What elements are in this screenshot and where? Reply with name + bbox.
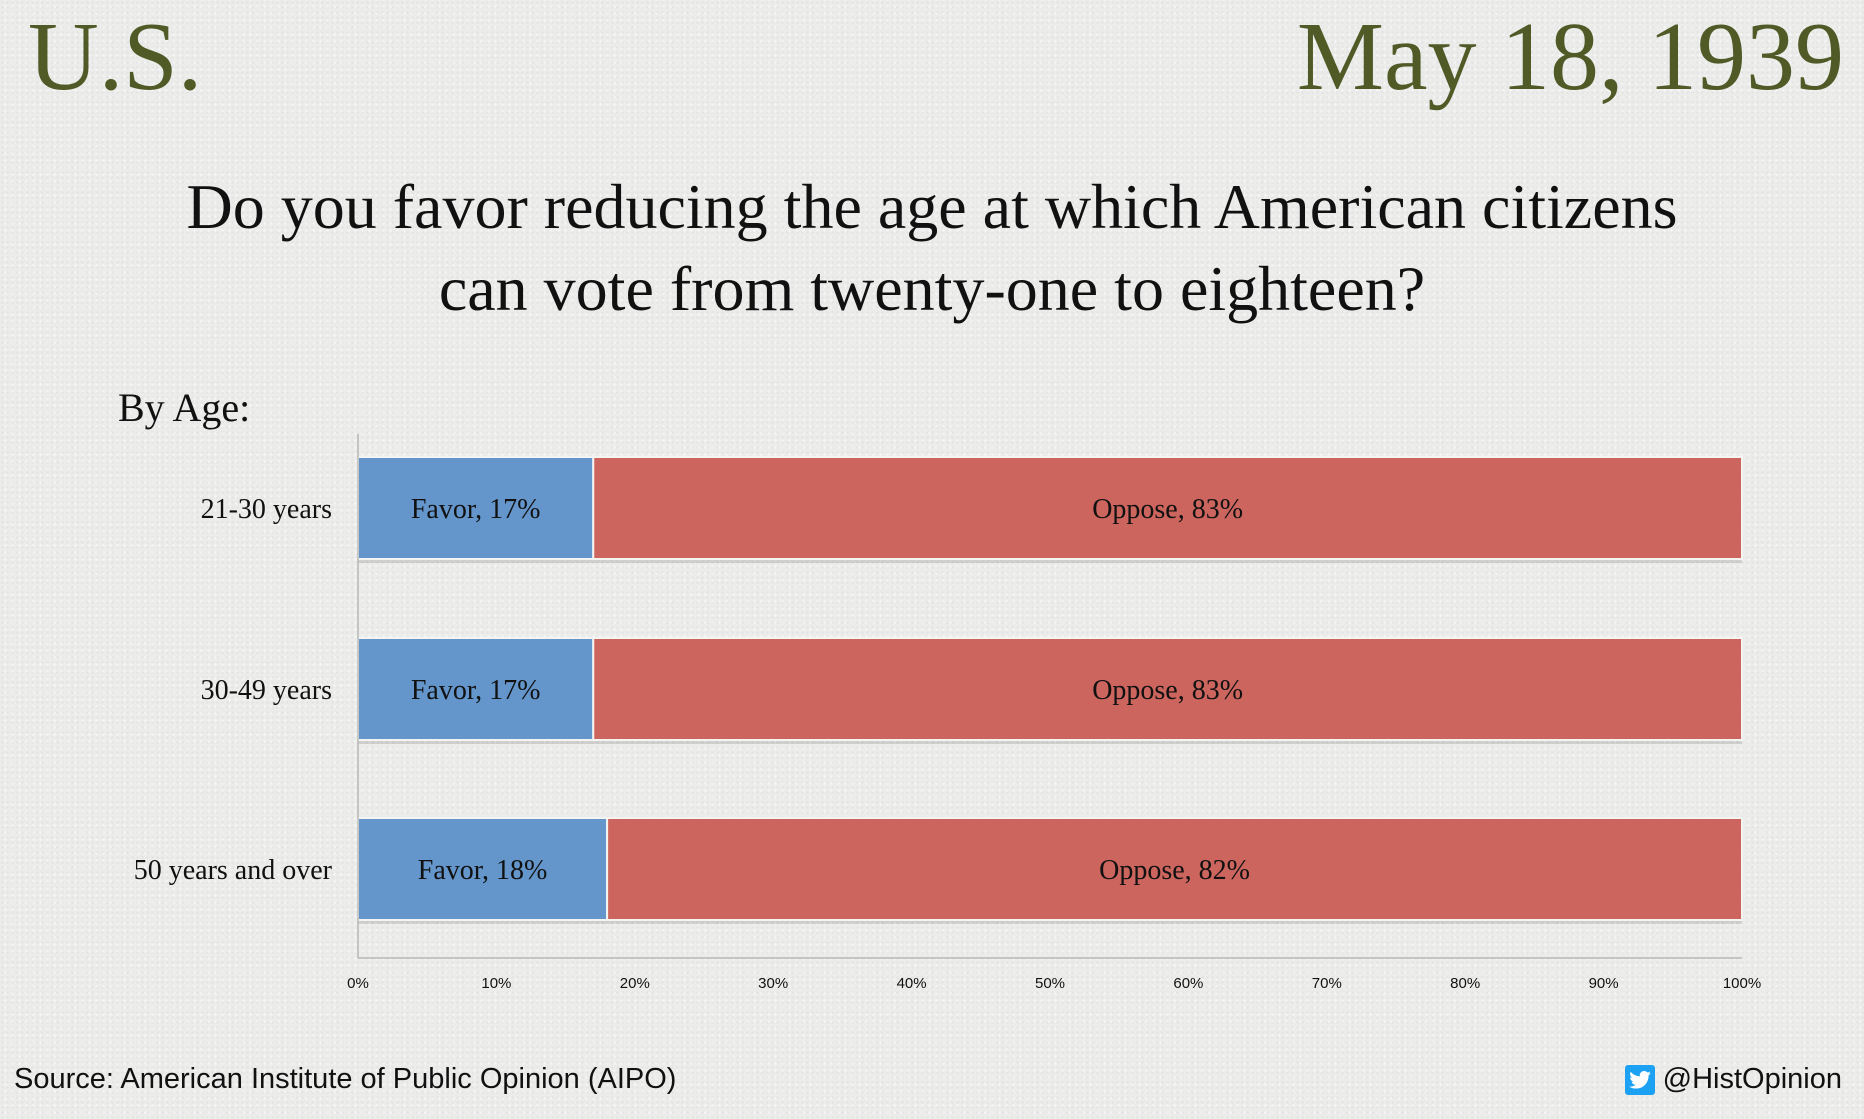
x-tick-label: 60%	[1173, 975, 1203, 992]
twitter-bird-icon	[1624, 1064, 1655, 1095]
bar-label-favor-2: Favor, 17%	[411, 675, 541, 706]
x-tick-label: 80%	[1450, 975, 1480, 992]
bar-label-favor-3: Favor, 18%	[418, 855, 548, 886]
bar-label-oppose-2: Oppose, 83%	[1092, 675, 1243, 706]
region-title: U.S.	[28, 3, 203, 111]
chart-subtitle: By Age:	[118, 385, 251, 430]
bar-oppose-3	[606, 817, 1743, 921]
x-tick-label: 50%	[1035, 975, 1065, 992]
bar-favor-2	[357, 637, 595, 741]
category-label-3: 50 years and over	[134, 855, 333, 886]
bar-shadow	[358, 559, 1742, 563]
bar-oppose-2	[592, 637, 1743, 741]
bar-label-oppose-1: Oppose, 83%	[1092, 494, 1243, 525]
bar-favor-1	[357, 456, 595, 560]
poll-date: May 18, 1939	[1296, 3, 1844, 111]
x-tick-label: 100%	[1723, 975, 1761, 992]
source-note: Source: American Institute of Public Opi…	[14, 1063, 677, 1095]
category-label-1: 21-30 years	[201, 494, 332, 525]
bar-label-oppose-3: Oppose, 82%	[1099, 855, 1250, 886]
x-tick-label: 40%	[897, 975, 927, 992]
bar-label-favor-1: Favor, 17%	[411, 494, 541, 525]
x-tick-label: 0%	[347, 975, 369, 992]
bar-shadow	[358, 920, 1742, 924]
x-tick-label: 30%	[758, 975, 788, 992]
x-tick-label: 70%	[1312, 975, 1342, 992]
poll-question-line-2: can vote from twenty-one to eighteen?	[438, 253, 1426, 324]
bar-shadow	[358, 740, 1742, 744]
poll-question-line-1: Do you favor reducing the age at which A…	[186, 171, 1678, 242]
x-tick-label: 90%	[1589, 975, 1619, 992]
bar-oppose-1	[592, 456, 1743, 560]
twitter-handle-text: @HistOpinion	[1662, 1063, 1842, 1095]
twitter-handle[interactable]: @HistOpinion	[1624, 1063, 1842, 1096]
poll-question: Do you favor reducing the age at which A…	[0, 166, 1864, 330]
x-tick-label: 10%	[481, 975, 511, 992]
x-tick-label: 20%	[620, 975, 650, 992]
category-label-2: 30-49 years	[201, 675, 332, 706]
